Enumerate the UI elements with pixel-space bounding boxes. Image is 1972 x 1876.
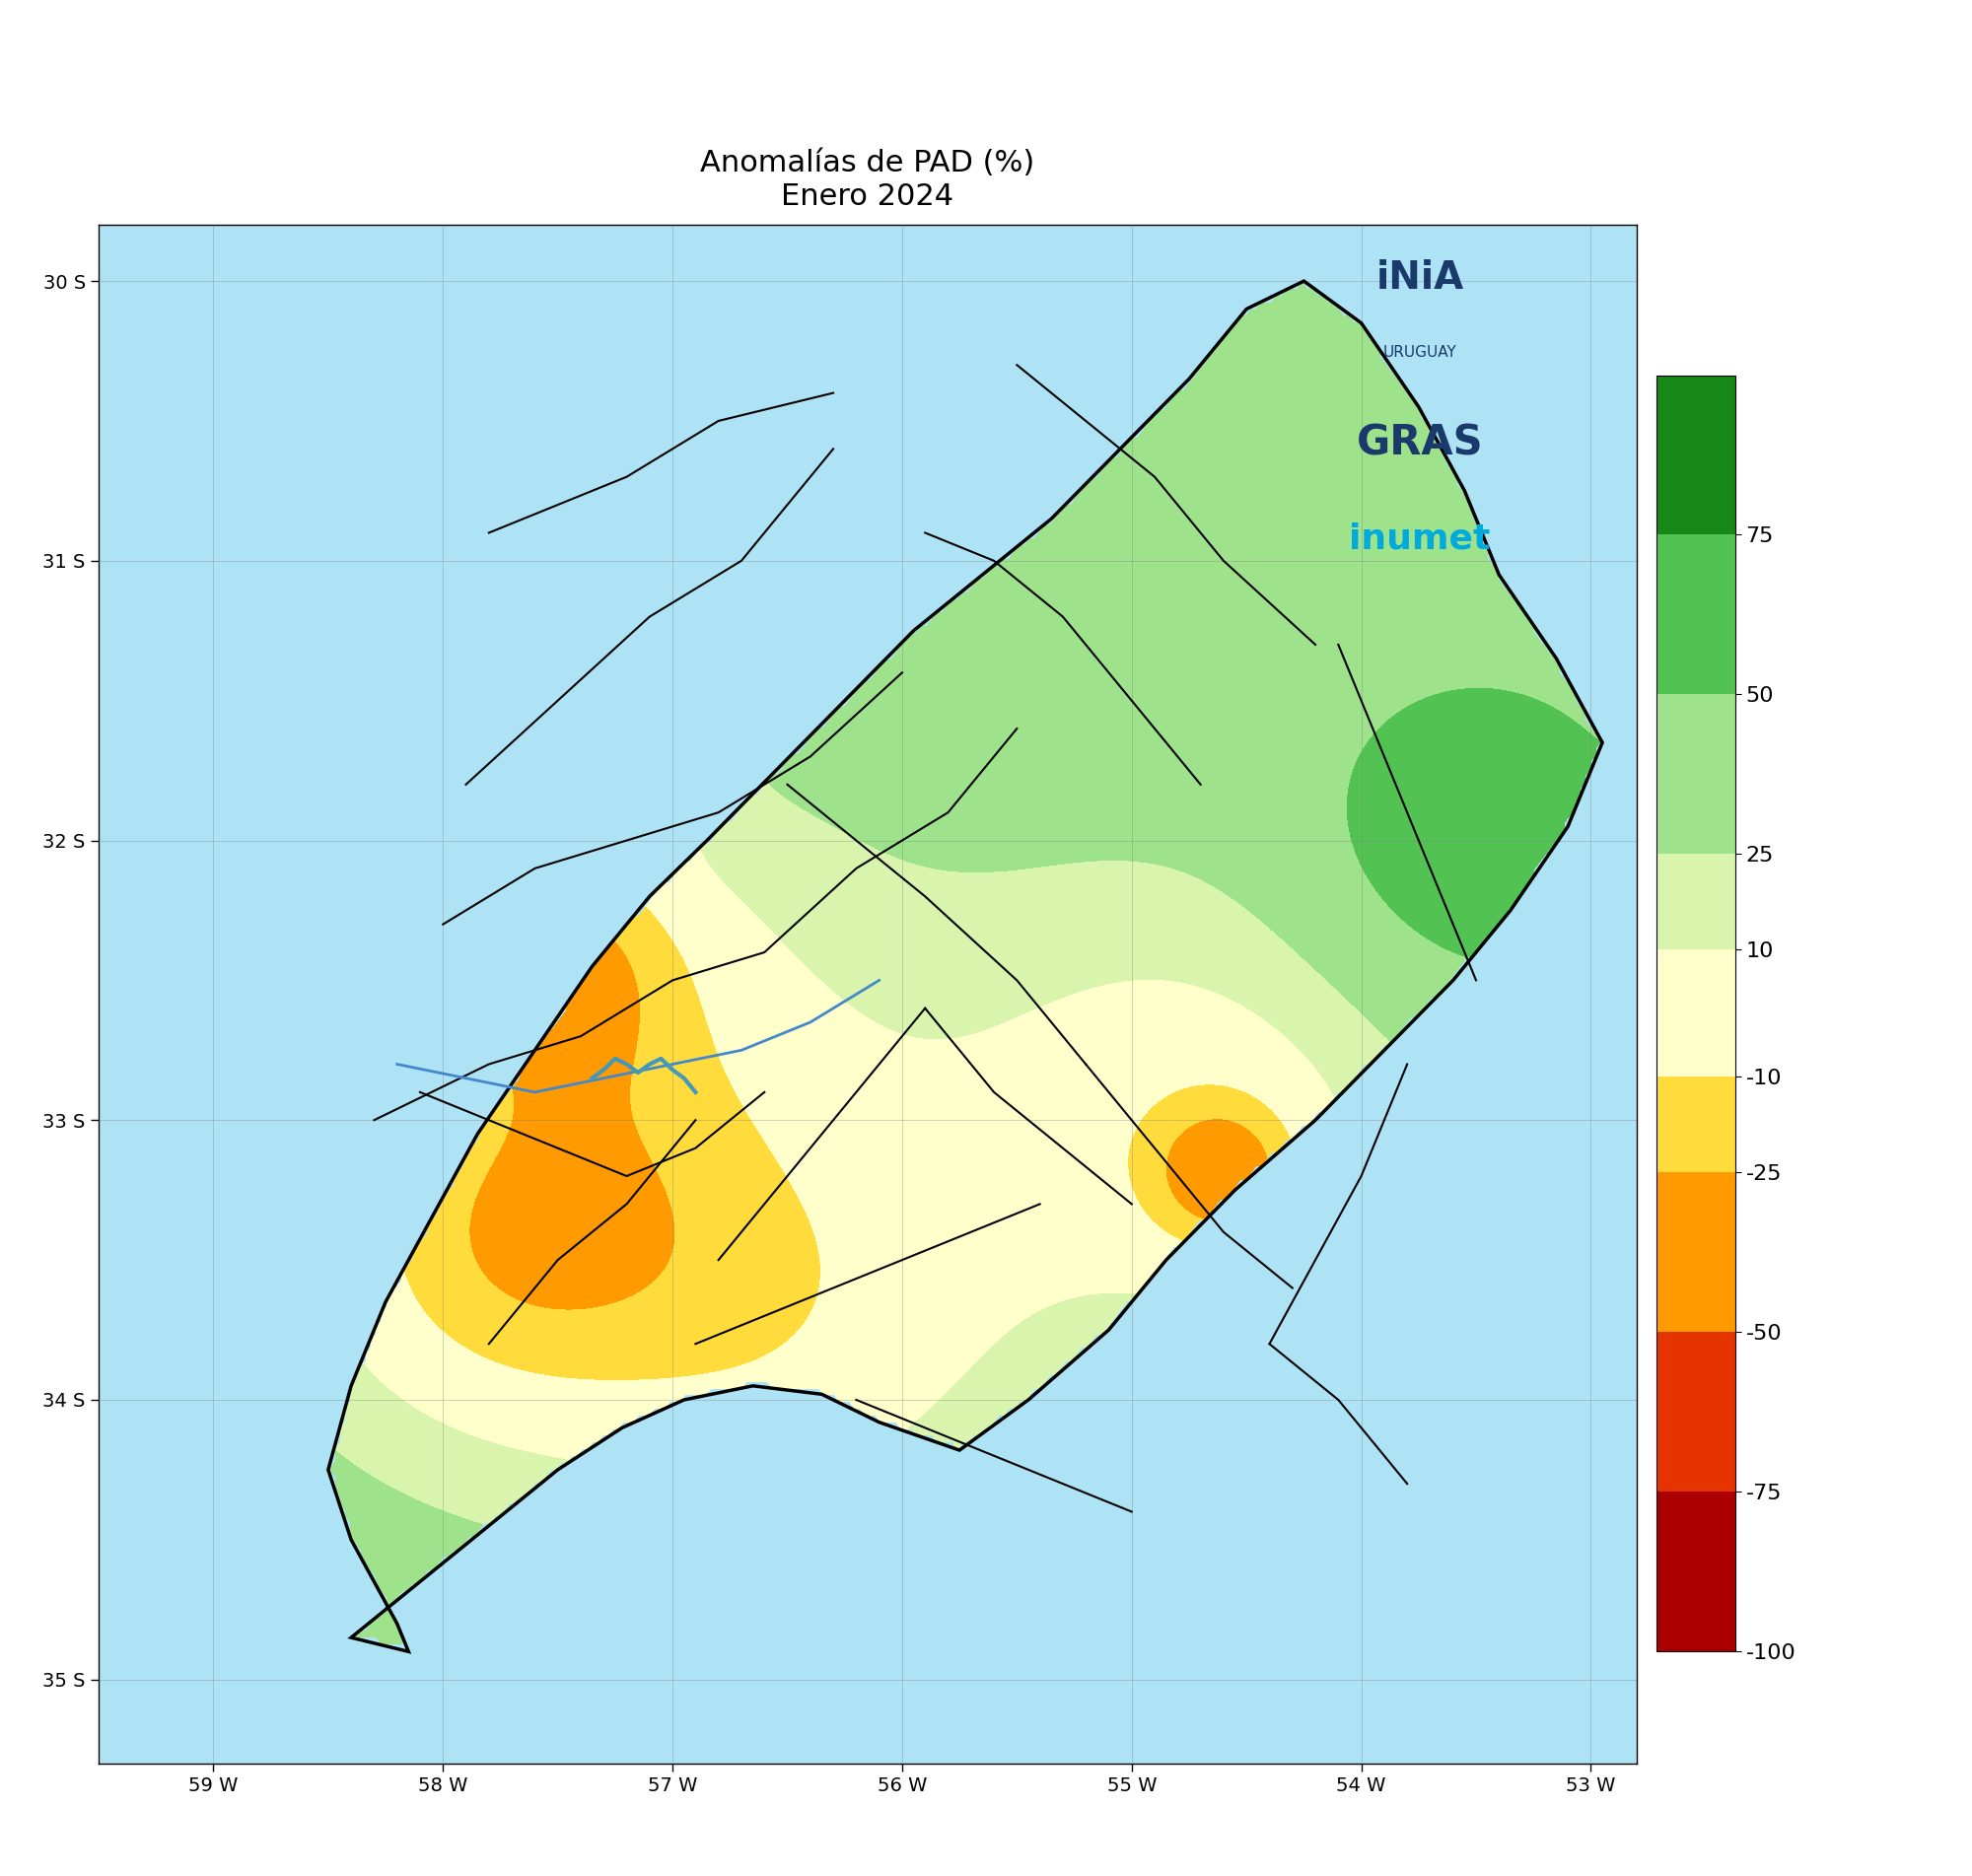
- Text: GRAS: GRAS: [1357, 422, 1483, 463]
- Text: iNiA: iNiA: [1376, 259, 1463, 296]
- Title: Anomalías de PAD (%)
Enero 2024: Anomalías de PAD (%) Enero 2024: [700, 148, 1035, 210]
- Text: URUGUAY: URUGUAY: [1382, 345, 1457, 360]
- Text: inumet: inumet: [1349, 522, 1491, 555]
